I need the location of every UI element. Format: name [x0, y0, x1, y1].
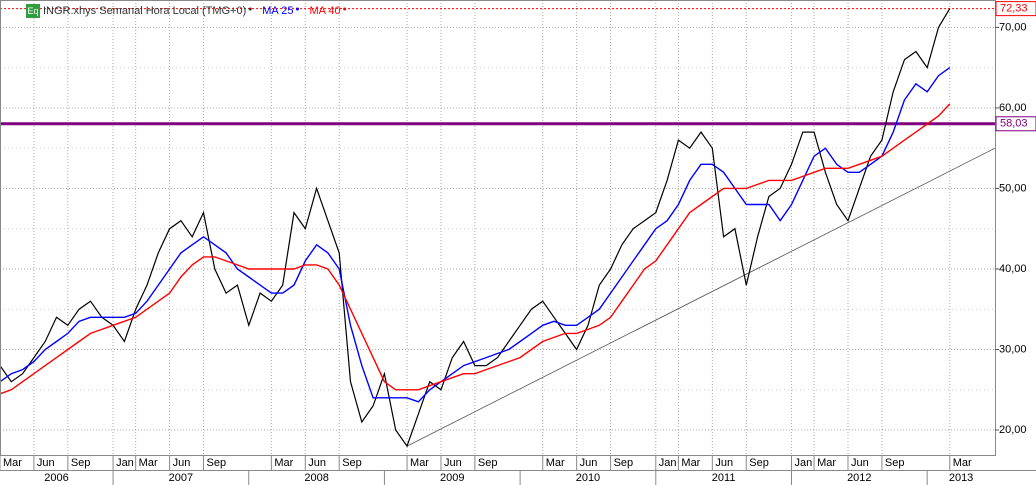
level-label: 72,33 — [1000, 3, 1028, 15]
x-tick-label: Sep — [614, 457, 634, 469]
legend-entry: INGR.xhys Semanal Hora Local (TMG+0) — [43, 5, 246, 17]
legend-dot — [248, 7, 252, 11]
series-line — [0, 103, 951, 395]
x-tick-label: Jun — [715, 457, 733, 469]
trend-line — [406, 147, 996, 447]
x-tick-label: Mar — [546, 457, 565, 469]
grid — [0, 0, 995, 455]
x-tick-label: Mar — [681, 457, 700, 469]
legend-badge-box — [26, 4, 40, 18]
legend-dot — [343, 7, 347, 11]
x-tick-label: Jan — [116, 457, 134, 469]
series-line — [0, 8, 951, 448]
x-tick-label: Jun — [173, 457, 191, 469]
y-tick-label: 50,00 — [999, 182, 1027, 194]
x-tick-label: Mar — [274, 457, 293, 469]
x-tick-label: Mar — [953, 457, 972, 469]
y-tick-label: 60,00 — [999, 102, 1027, 114]
legend-entry: MA 40 — [309, 5, 340, 17]
level-label-box — [995, 116, 1036, 132]
plot-frame — [0, 0, 996, 456]
year-label: 2011 — [712, 472, 736, 484]
x-tick-label: Jun — [308, 457, 326, 469]
year-label: 2009 — [440, 472, 464, 484]
x-tick-label: Sep — [207, 457, 227, 469]
x-tick-label: Jan — [794, 457, 812, 469]
x-tick-label: Mar — [410, 457, 429, 469]
x-tick-label: Sep — [342, 457, 362, 469]
series-line — [0, 67, 951, 403]
x-tick-label: Mar — [3, 457, 22, 469]
x-tick-label: Sep — [478, 457, 498, 469]
level-label: 58,03 — [1000, 118, 1028, 130]
y-tick-label: 40,00 — [999, 263, 1027, 275]
y-tick-label: 30,00 — [999, 343, 1027, 355]
year-label: 2013 — [949, 472, 973, 484]
x-tick-label: Sep — [885, 457, 905, 469]
plot — [0, 8, 996, 448]
x-tick-label: Mar — [817, 457, 836, 469]
year-label: 2007 — [169, 472, 193, 484]
legend-dot — [295, 7, 299, 11]
x-tick-label: Jun — [37, 457, 55, 469]
year-label: 2012 — [847, 472, 871, 484]
x-tick-label: Jun — [580, 457, 598, 469]
y-tick-label: 70,00 — [999, 21, 1027, 33]
x-tick-label: Sep — [71, 457, 91, 469]
x-tick-label: Jun — [444, 457, 462, 469]
y-tick-label: 20,00 — [999, 424, 1027, 436]
x-tick-label: Mar — [139, 457, 158, 469]
legend: Eq INGR.xhys Semanal Hora Local (TMG+0) M… — [26, 4, 347, 18]
legend-entry: MA 25 — [262, 5, 293, 17]
legend-badge: Eq — [27, 6, 38, 16]
x-tick-label: Jan — [659, 457, 677, 469]
x-tick-label: Sep — [749, 457, 769, 469]
year-label: 2006 — [44, 472, 68, 484]
year-label: 2010 — [576, 472, 600, 484]
x-tick-label: Jun — [851, 457, 869, 469]
year-label: 2008 — [304, 472, 328, 484]
level-label-box — [995, 1, 1036, 17]
